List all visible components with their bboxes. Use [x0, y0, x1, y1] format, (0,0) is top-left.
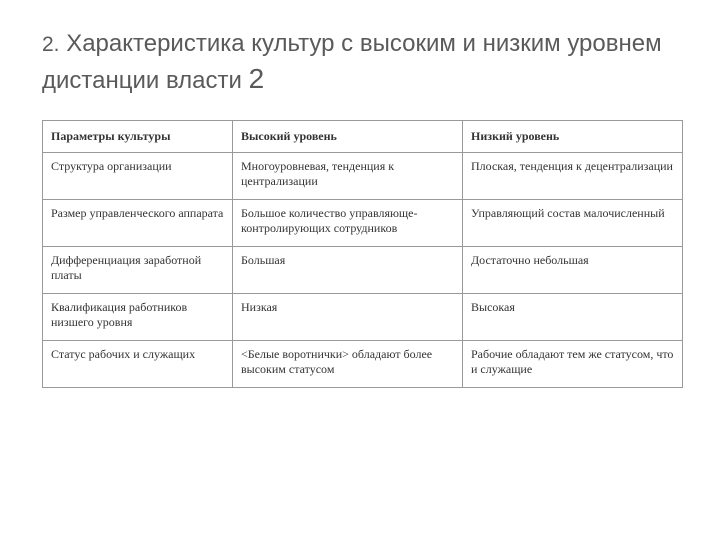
cell-low: Плоская, тенденция к децентрализации: [463, 153, 683, 200]
cell-param: Дифференциация заработной платы: [43, 247, 233, 294]
slide: 2. Характеристика культур с высоким и ни…: [0, 0, 720, 540]
cell-low: Высокая: [463, 294, 683, 341]
col-header-high: Высокий уровень: [233, 121, 463, 153]
table-row: Дифференциация заработной платы Большая …: [43, 247, 683, 294]
cell-low: Рабочие обладают тем же статусом, что и …: [463, 341, 683, 388]
cell-low: Достаточно небольшая: [463, 247, 683, 294]
table-row: Статус рабочих и служащих <Белые воротни…: [43, 341, 683, 388]
cell-high: Многоуровневая, тенденция к централизаци…: [233, 153, 463, 200]
title-lede-number: 2.: [42, 33, 60, 56]
cell-param: Квалификация работников низшего уровня: [43, 294, 233, 341]
title-trailing-number: 2: [249, 63, 265, 94]
cell-high: Большая: [233, 247, 463, 294]
col-header-low: Низкий уровень: [463, 121, 683, 153]
cell-param: Статус рабочих и служащих: [43, 341, 233, 388]
cell-param: Структура организации: [43, 153, 233, 200]
table-row: Квалификация работников низшего уровня Н…: [43, 294, 683, 341]
title-main: Характеристика культур с высоким и низки…: [42, 30, 662, 94]
cell-low: Управляющий состав малочисленный: [463, 200, 683, 247]
page-title: 2. Характеристика культур с высоким и ни…: [42, 28, 684, 98]
cell-high: Низкая: [233, 294, 463, 341]
table-row: Структура организации Многоуровневая, те…: [43, 153, 683, 200]
table-row: Размер управленческого аппарата Большое …: [43, 200, 683, 247]
cell-high: <Белые воротнички> обладают более высоки…: [233, 341, 463, 388]
col-header-param: Параметры культуры: [43, 121, 233, 153]
cell-high: Большое количество управляюще-контролиру…: [233, 200, 463, 247]
table-header-row: Параметры культуры Высокий уровень Низки…: [43, 121, 683, 153]
culture-table: Параметры культуры Высокий уровень Низки…: [42, 120, 683, 388]
cell-param: Размер управленческого аппарата: [43, 200, 233, 247]
